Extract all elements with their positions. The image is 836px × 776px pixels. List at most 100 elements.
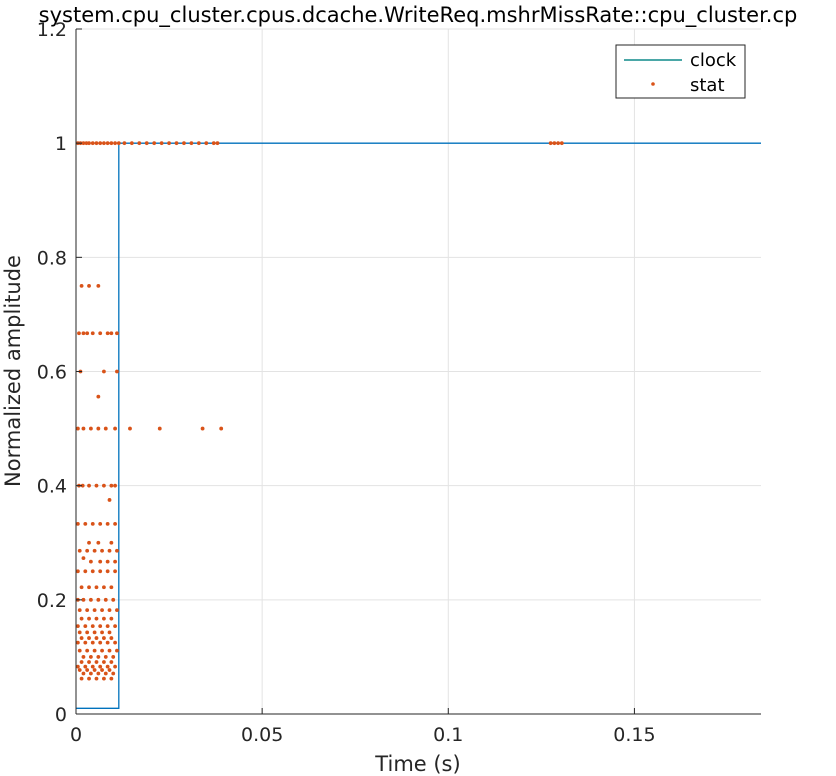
series-point-stat bbox=[87, 616, 91, 621]
series-point-stat bbox=[81, 597, 86, 602]
series-point-stat bbox=[92, 630, 97, 635]
series-point-stat bbox=[90, 624, 95, 628]
series-point-stat bbox=[90, 664, 95, 669]
series-point-stat bbox=[79, 660, 84, 664]
series-point-stat bbox=[105, 522, 110, 526]
series-point-stat bbox=[90, 569, 95, 574]
series-point-stat bbox=[98, 664, 103, 669]
series-point-stat bbox=[76, 664, 80, 669]
series-point-stat bbox=[109, 483, 114, 488]
series-point-stat bbox=[107, 630, 112, 635]
series-point-stat bbox=[102, 483, 106, 488]
series-point-stat bbox=[96, 671, 101, 676]
y-tick-label: 0.4 bbox=[37, 476, 67, 498]
series-point-stat bbox=[77, 668, 82, 672]
series-point-stat bbox=[103, 671, 108, 676]
series-point-stat bbox=[102, 660, 106, 664]
series-point-stat bbox=[81, 655, 86, 659]
series-point-stat bbox=[94, 141, 99, 146]
series-point-stat bbox=[94, 636, 99, 640]
series-point-stat bbox=[85, 548, 90, 553]
data-layer bbox=[76, 141, 761, 709]
series-point-stat bbox=[100, 648, 104, 653]
series-point-stat bbox=[88, 597, 93, 602]
series-point-stat bbox=[204, 141, 209, 146]
series-point-stat bbox=[77, 548, 82, 553]
series-point-stat bbox=[88, 426, 93, 431]
y-tick-label: 0 bbox=[55, 704, 67, 726]
series-point-stat bbox=[109, 540, 114, 545]
series-point-stat bbox=[76, 569, 80, 574]
series-point-stat bbox=[102, 616, 106, 621]
series-point-stat bbox=[88, 655, 93, 659]
series-point-stat bbox=[109, 676, 114, 681]
series-point-stat bbox=[94, 483, 99, 488]
series-point-stat bbox=[113, 141, 117, 146]
series-point-stat bbox=[96, 394, 101, 399]
series-point-stat bbox=[88, 671, 93, 676]
series-point-stat bbox=[83, 640, 88, 645]
series-point-stat bbox=[129, 141, 134, 146]
series-point-stat bbox=[107, 648, 112, 653]
series-point-stat bbox=[76, 640, 80, 645]
legend-swatch-stat bbox=[651, 82, 655, 86]
series-point-stat bbox=[109, 331, 114, 336]
series-point-stat bbox=[87, 483, 91, 488]
legend: clock stat bbox=[615, 44, 746, 99]
chart-title: system.cpu_cluster.cpus.dcache.WriteReq.… bbox=[39, 3, 798, 28]
series-point-stat bbox=[548, 141, 553, 146]
series-point-stat bbox=[83, 664, 88, 669]
series-point-stat bbox=[552, 141, 557, 146]
series-point-stat bbox=[102, 369, 106, 374]
series-point-stat bbox=[113, 640, 117, 645]
series-point-stat bbox=[83, 624, 88, 628]
series-point-stat bbox=[100, 668, 104, 672]
legend-box bbox=[615, 44, 746, 99]
series-point-stat bbox=[90, 331, 95, 336]
series-point-stat bbox=[98, 624, 103, 628]
series-point-stat bbox=[105, 664, 110, 669]
legend-label-clock: clock bbox=[690, 50, 737, 71]
series-point-stat bbox=[94, 676, 99, 681]
x-tick-label: 0.15 bbox=[613, 724, 655, 746]
series-point-stat bbox=[100, 608, 104, 613]
series-point-stat bbox=[96, 426, 101, 431]
series-point-stat bbox=[113, 559, 117, 564]
series-point-stat bbox=[85, 331, 90, 336]
series-point-stat bbox=[77, 648, 82, 653]
series-point-stat bbox=[105, 559, 110, 564]
series-point-stat bbox=[77, 331, 81, 336]
series-point-stat bbox=[116, 141, 121, 146]
series-point-stat bbox=[96, 540, 101, 545]
series-point-stat bbox=[92, 648, 97, 653]
series-point-stat bbox=[113, 664, 117, 669]
series-point-stat bbox=[109, 585, 114, 590]
series-point-stat bbox=[105, 331, 110, 336]
series-point-stat bbox=[115, 608, 119, 613]
series-point-stat bbox=[152, 141, 157, 146]
series-point-stat bbox=[107, 668, 112, 672]
series-point-stat bbox=[113, 426, 117, 431]
series-point-stat bbox=[87, 585, 91, 590]
series-point-stat bbox=[113, 624, 117, 628]
series-point-stat bbox=[96, 597, 101, 602]
series-point-stat bbox=[84, 141, 89, 146]
series-point-stat bbox=[81, 426, 86, 431]
series-point-stat bbox=[81, 556, 86, 561]
series-point-stat bbox=[109, 636, 114, 640]
legend-label-stat: stat bbox=[690, 75, 725, 96]
series-point-stat bbox=[90, 522, 95, 526]
series-point-stat bbox=[113, 569, 117, 574]
axes bbox=[75, 28, 761, 715]
series-point-stat bbox=[85, 608, 90, 613]
series-point-stat bbox=[219, 426, 224, 431]
series-point-stat bbox=[111, 671, 116, 676]
series-point-stat bbox=[77, 608, 82, 613]
series-point-stat bbox=[111, 655, 116, 659]
series-point-stat bbox=[92, 608, 97, 613]
series-point-stat bbox=[174, 141, 179, 146]
series-point-stat bbox=[128, 426, 132, 431]
series-point-stat bbox=[105, 141, 110, 146]
series-point-stat bbox=[81, 671, 86, 676]
